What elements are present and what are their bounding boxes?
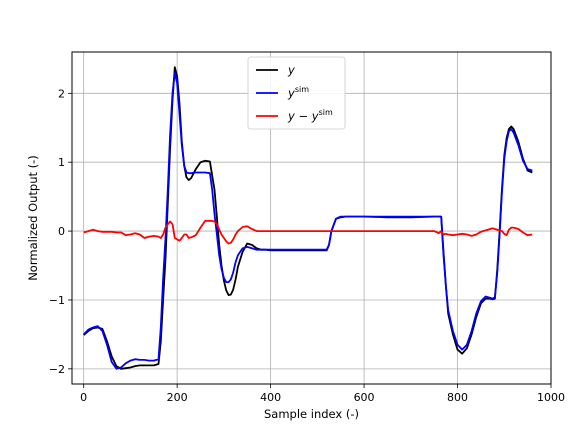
y-tick-label: 1 xyxy=(58,156,65,169)
series-line-1 xyxy=(83,71,533,370)
y-tick-label: 2 xyxy=(58,87,65,100)
ticks: 0 200 400 600 800 1000 −2 −1 0 1 2 xyxy=(49,87,565,404)
x-tick-label: 400 xyxy=(260,391,281,404)
legend: y ysim y − ysim xyxy=(247,56,346,130)
legend-entry-label: y xyxy=(287,63,295,77)
y-tick-label: −2 xyxy=(49,363,65,376)
series-line-2 xyxy=(83,219,533,245)
x-tick-label: 200 xyxy=(167,391,188,404)
legend-entry-label: y − ysim xyxy=(287,108,333,123)
series-layer xyxy=(83,66,533,370)
x-axis-label: Sample index (-) xyxy=(264,407,359,421)
y-tick-label: −1 xyxy=(49,294,65,307)
plot-frame xyxy=(71,51,552,385)
y-axis-label: Normalized Output (-) xyxy=(26,155,40,281)
x-tick-label: 800 xyxy=(447,391,468,404)
x-tick-label: 1000 xyxy=(537,391,565,404)
y-tick-label: 0 xyxy=(58,225,65,238)
legend-entry-label: ysim xyxy=(287,85,309,100)
x-tick-label: 0 xyxy=(80,391,87,404)
legend-box xyxy=(247,56,346,130)
x-tick-label: 600 xyxy=(354,391,375,404)
